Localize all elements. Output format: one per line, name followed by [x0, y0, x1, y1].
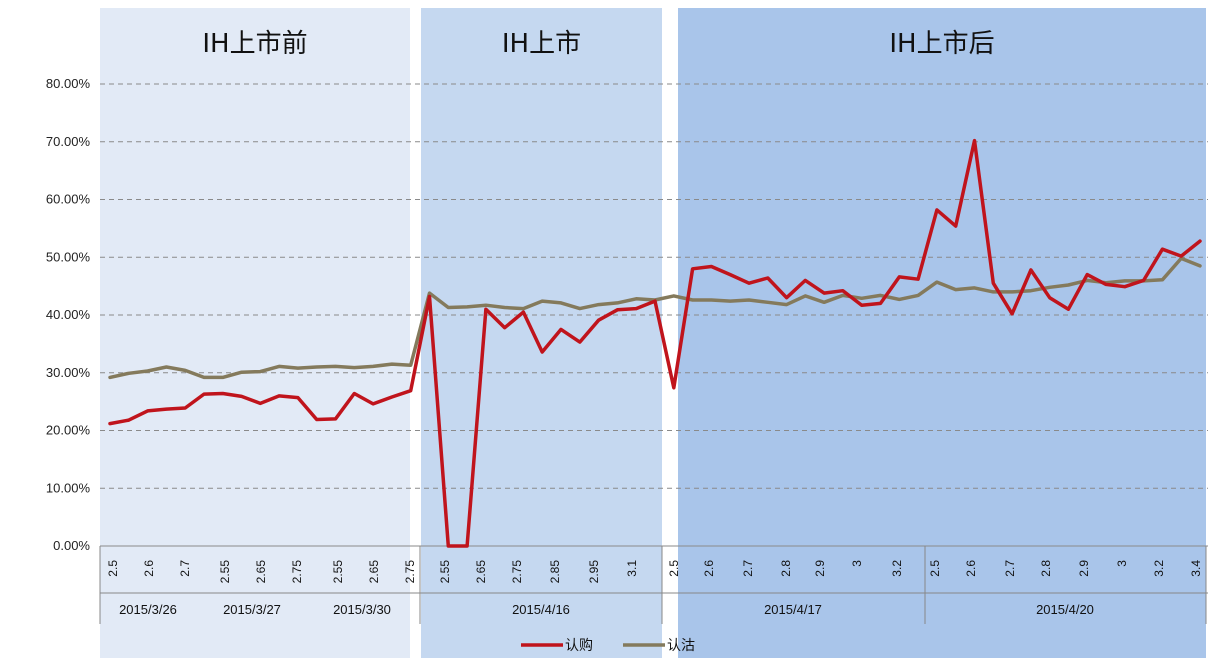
date-group-label: 2015/4/20: [1036, 602, 1094, 617]
gridlines: [100, 83, 1208, 547]
x-tick-label: 2.55: [438, 560, 452, 584]
x-tick-label: 2.65: [254, 560, 268, 584]
legend-label: 认沽: [667, 638, 695, 654]
x-tick-label: 2.75: [510, 560, 524, 584]
x-tick-label: 2.6: [964, 560, 978, 577]
region-label: IH上市前: [202, 29, 307, 59]
date-group-label: 2015/3/26: [119, 602, 177, 617]
y-tick-label: 70.00%: [46, 134, 91, 149]
y-tick-label: 40.00%: [46, 307, 91, 322]
x-tick-label: 2.55: [218, 560, 232, 584]
y-tick-label: 0.00%: [53, 538, 90, 553]
y-tick-label: 10.00%: [46, 480, 91, 495]
region-background: [100, 8, 410, 658]
x-tick-label: 2.75: [403, 560, 417, 584]
x-tick-label: 3.4: [1189, 560, 1203, 577]
series-lines: [108, 138, 1202, 548]
x-tick-label: 3.2: [1152, 560, 1166, 577]
series-line: [108, 138, 1202, 548]
x-tick-label: 2.5: [106, 560, 120, 577]
x-tick-label: 2.7: [178, 560, 192, 577]
x-tick-label: 2.5: [667, 560, 681, 577]
x-tick-label: 2.9: [1077, 560, 1091, 577]
region-backgrounds: IH上市前 IH上市 IH上市后: [100, 8, 1206, 658]
region-background: [678, 8, 1206, 658]
date-group-label: 2015/4/17: [764, 602, 822, 617]
y-axis-ticks: 0.00% 10.00% 20.00% 30.00% 40.00% 50.00% 60.00…: [46, 76, 91, 553]
y-tick-label: 30.00%: [46, 365, 91, 380]
x-tick-label: 2.9: [813, 560, 827, 577]
y-tick-label: 50.00%: [46, 249, 91, 264]
x-tick-label: 2.6: [142, 560, 156, 577]
region-label: IH上市: [502, 29, 581, 59]
x-tick-label: 2.5: [928, 560, 942, 577]
y-tick-label: 80.00%: [46, 76, 91, 91]
date-group-label: 2015/3/27: [223, 602, 281, 617]
x-tick-label: 2.7: [741, 560, 755, 577]
x-tick-label: 2.75: [290, 560, 304, 584]
y-tick-label: 20.00%: [46, 423, 91, 438]
legend-label: 认购: [565, 638, 593, 654]
y-tick-label: 60.00%: [46, 192, 91, 207]
x-tick-label: 3: [850, 560, 864, 567]
x-tick-label: 2.8: [779, 560, 793, 577]
date-group-label: 2015/4/16: [512, 602, 570, 617]
x-tick-label: 2.7: [1003, 560, 1017, 577]
x-tick-label: 2.8: [1039, 560, 1053, 577]
x-axis: 2.5 2.6 2.7 2.55 2.65 2.75 2.55 2.65 2.75 2.55 2.6…: [99, 546, 1208, 624]
x-tick-label: 2.95: [587, 560, 601, 584]
x-tick-label: 2.6: [702, 560, 716, 577]
x-tick-label: 3.2: [890, 560, 904, 577]
date-group-label: 2015/3/30: [333, 602, 391, 617]
x-tick-label: 2.55: [331, 560, 345, 584]
legend: 认购 认沽: [521, 638, 695, 654]
region-background: [421, 8, 662, 658]
x-tick-label: 2.65: [367, 560, 381, 584]
x-tick-label: 3.1: [625, 560, 639, 577]
region-label: IH上市后: [889, 29, 994, 59]
x-tick-label: 2.85: [548, 560, 562, 584]
x-tick-label: 3: [1115, 560, 1129, 567]
x-tick-label: 2.65: [474, 560, 488, 584]
